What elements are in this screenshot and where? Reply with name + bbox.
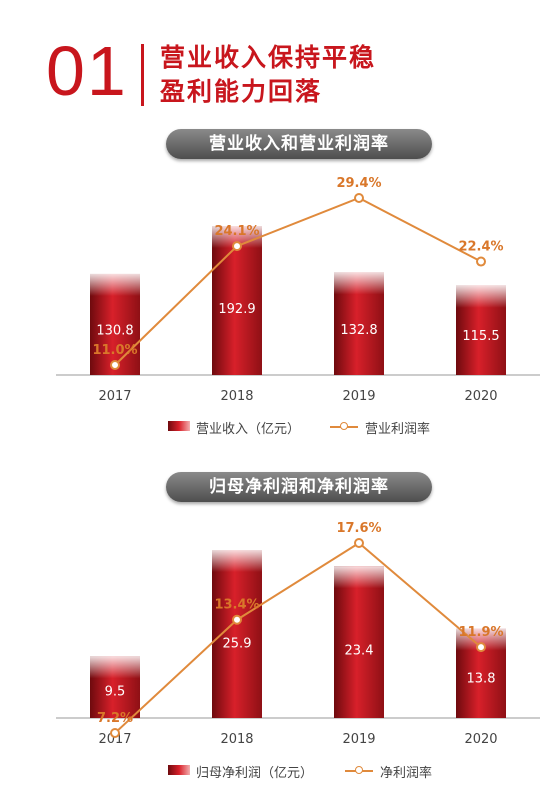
- x-tick-2020: 2020: [464, 389, 497, 404]
- bar-label-2018: 25.9: [223, 636, 252, 651]
- legend-line-marker: [340, 422, 348, 430]
- x-tick-2019: 2019: [342, 389, 375, 404]
- revenue-chart: 130.8 2017 192.9 2018 132.8 2019 115.5 2020 11.0…: [56, 176, 540, 404]
- bar-highlight-2018: [212, 550, 262, 572]
- legend-line-label: 净利润率: [380, 766, 433, 781]
- net-profit-chart: 9.5 2017 25.9 2018 23.4 2019 13.8 2020 7.2% 13.4%…: [56, 521, 540, 747]
- line-label-2018: 24.1%: [214, 224, 259, 239]
- bar-highlight-2017: [90, 273, 140, 296]
- bar-highlight-2017: [90, 656, 140, 679]
- header-divider: [141, 44, 144, 106]
- section-title-line2: 盈利能力回落: [160, 77, 323, 106]
- bar-label-2019: 23.4: [345, 644, 374, 659]
- legend-line-label: 营业利润率: [365, 422, 431, 437]
- chart2-title: 归母净利润和净利润率: [166, 472, 432, 502]
- line-point-2017: [110, 728, 120, 738]
- bar-2018: [212, 550, 262, 718]
- legend-line-marker: [355, 766, 363, 774]
- x-tick-2019: 2019: [342, 732, 375, 747]
- bar-label-2017: 9.5: [105, 684, 126, 699]
- bar-label-2017: 130.8: [96, 324, 133, 339]
- legend-bar-label: 营业收入（亿元）: [196, 422, 301, 437]
- section-title-line1: 营业收入保持平稳: [160, 43, 377, 72]
- line-label-2019: 29.4%: [336, 176, 381, 191]
- x-tick-2017: 2017: [98, 732, 131, 747]
- line-label-2017: 7.2%: [97, 711, 133, 726]
- bar-highlight-2020: [456, 628, 506, 651]
- bar-label-2018: 192.9: [218, 302, 255, 317]
- bar-highlight-2018: [212, 226, 262, 248]
- bar-highlight-2019: [334, 566, 384, 589]
- line-label-2019: 17.6%: [336, 521, 381, 536]
- legend-bar-swatch: [168, 765, 190, 775]
- line-point-2020: [476, 642, 486, 653]
- section-title: 营业收入保持平稳 盈利能力回落: [160, 41, 376, 109]
- chart2-legend: 归母净利润（亿元） 净利润率: [0, 762, 554, 782]
- bar-label-2019: 132.8: [340, 323, 377, 338]
- bar-highlight-2020: [456, 285, 506, 308]
- x-tick-2020: 2020: [464, 732, 497, 747]
- x-tick-2017: 2017: [98, 389, 131, 404]
- section-number: 01: [46, 32, 128, 110]
- profit-rate-line: [114, 196, 482, 366]
- legend-bar-label: 归母净利润（亿元）: [196, 766, 314, 781]
- line-point-2020: [476, 256, 486, 267]
- profit-rate-line: [114, 541, 482, 734]
- line-point-2018: [232, 614, 242, 625]
- line-point-2019: [354, 538, 364, 548]
- line-label-2020: 11.9%: [458, 625, 503, 640]
- x-tick-2018: 2018: [220, 389, 253, 404]
- x-tick-2018: 2018: [220, 732, 253, 747]
- line-label-2018: 13.4%: [214, 598, 259, 613]
- bar-label-2020: 13.8: [467, 672, 496, 687]
- chart1-legend: 营业收入（亿元） 营业利润率: [0, 418, 554, 438]
- chart1-title: 营业收入和营业利润率: [166, 129, 432, 159]
- line-label-2020: 22.4%: [458, 240, 503, 255]
- bar-highlight-2019: [334, 272, 384, 295]
- line-point-2019: [354, 193, 364, 203]
- line-point-2017: [110, 360, 120, 370]
- bar-2019: [334, 566, 384, 718]
- bar-label-2020: 115.5: [462, 329, 499, 344]
- legend-bar-swatch: [168, 421, 190, 431]
- line-point-2018: [232, 241, 242, 252]
- line-label-2017: 11.0%: [92, 343, 137, 358]
